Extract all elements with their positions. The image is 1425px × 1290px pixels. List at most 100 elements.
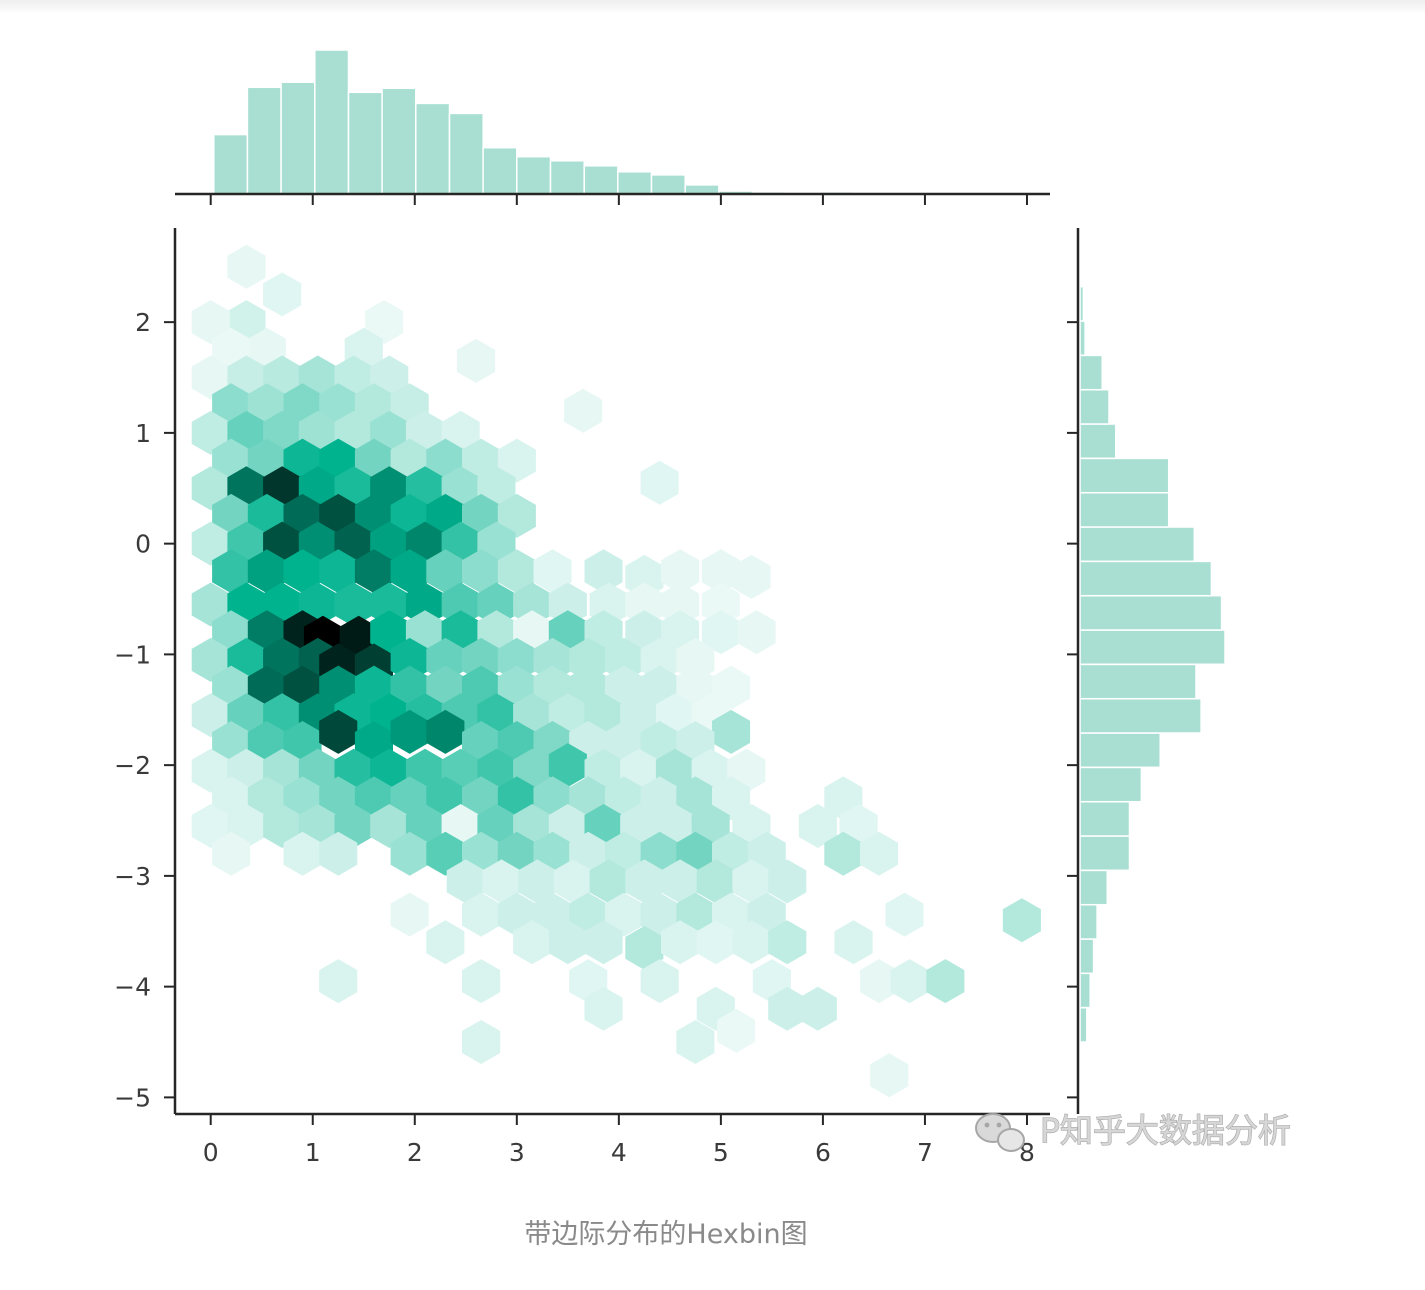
hexbin-cell-279: [584, 986, 623, 1031]
marginal-y-bar-1: [1079, 972, 1091, 1009]
marginal-x-bar-2: [280, 81, 316, 195]
hexbin-cell-127: [676, 637, 715, 682]
hexbin-cell-72: [283, 549, 322, 594]
hexbin-cell-237: [824, 831, 863, 876]
y-tick-label-4: −2: [114, 751, 151, 780]
hexbin-cell-269: [768, 920, 807, 965]
hexbin-cell-73: [319, 549, 358, 594]
watermark-text: P知乎大数据分析: [1040, 1111, 1291, 1150]
hexbin-cell-207: [263, 804, 302, 848]
hexbin-cell-91: [513, 582, 552, 627]
marginal-x-bar-11: [583, 165, 619, 195]
marginal-y-bar-0: [1079, 1006, 1088, 1043]
marginal-x-bar-13: [650, 174, 686, 195]
hexbin-cell-74: [354, 549, 393, 594]
page-top-shade: [0, 0, 1425, 14]
hexbin-cell-48: [640, 460, 679, 505]
hexbin-cell-88: [405, 582, 444, 627]
hexbin-cell-81: [701, 549, 740, 594]
hexbin-cell-76: [426, 549, 465, 594]
hexbin-cell-268: [732, 920, 771, 965]
x-tick-label-6: 6: [815, 1138, 831, 1167]
hexbin-cell-223: [212, 831, 251, 876]
hexbin-cell-122: [497, 637, 536, 682]
hexbin-cell-162: [319, 709, 358, 754]
hexbin-cell-173: [191, 748, 230, 793]
hexbin-cell-22: [191, 410, 230, 455]
marginal-y-histogram: [1079, 285, 1226, 1043]
hexbin-cell-38: [497, 438, 536, 483]
marginal-x-bar-3: [314, 49, 350, 195]
hexbin-cell-67: [584, 549, 623, 594]
hexbin-cell-165: [426, 709, 465, 754]
marginal-y-bar-16: [1079, 457, 1170, 494]
hexbin-cell-240: [482, 859, 521, 904]
marginal-y-bar-6: [1079, 800, 1131, 837]
marginal-y-bar-3: [1079, 903, 1098, 940]
marginal-x-bar-6: [415, 102, 451, 195]
hexbin-cell-203: [712, 776, 751, 821]
marginal-y-bar-12: [1079, 594, 1223, 631]
hexbin-cell-255: [640, 892, 679, 937]
hexbin-cell-21: [564, 388, 603, 433]
hexbin-cell-221: [798, 804, 837, 848]
hexbin-cell-244: [625, 859, 664, 904]
hexbin-cell-95: [661, 582, 700, 627]
y-tick-label-2: 0: [135, 530, 151, 559]
marginal-y-bar-5: [1079, 835, 1131, 872]
hexbin-cell-1: [263, 272, 302, 317]
axes-layer: [164, 192, 1080, 1125]
hexbin-cell-75: [390, 549, 429, 594]
marginal-x-bar-4: [347, 91, 383, 195]
hexbin-cell-226: [390, 831, 429, 876]
hexbin-cell-284: [676, 1020, 715, 1064]
wechat-logo-icon: [975, 1113, 1025, 1152]
hexbin-cell-58: [191, 521, 230, 566]
hexbin-cell-79: [533, 549, 572, 594]
hexbin-cell-277: [890, 959, 929, 1004]
y-tick-label-3: −1: [114, 640, 151, 669]
x-tick-label-1: 1: [305, 1138, 321, 1167]
marginal-y-bar-19: [1079, 354, 1103, 391]
figure-caption: 带边际分布的Hexbin图: [524, 1219, 808, 1250]
hexbin-cell-69: [732, 554, 771, 599]
hexbin-cell-158: [712, 709, 751, 754]
x-tick-label-7: 7: [917, 1138, 933, 1167]
marginal-y-bar-17: [1079, 423, 1117, 460]
hexbin-cell-242: [553, 859, 592, 904]
marginal-y-bar-4: [1079, 869, 1109, 906]
hexbin-cell-121: [462, 637, 501, 682]
hexbin-cell-225: [319, 831, 358, 876]
hexbin-cell-92: [548, 582, 587, 627]
hexbin-cell-246: [696, 859, 735, 904]
marginal-x-bar-9: [516, 155, 552, 195]
y-tick-label-1: 1: [135, 419, 151, 448]
hexbin-cell-210: [370, 804, 409, 848]
hexbin-cell-247: [732, 859, 771, 904]
hexbin-cell-283: [462, 1020, 501, 1064]
hexbin-cell-276: [860, 959, 899, 1004]
marginal-y-bar-14: [1079, 526, 1196, 563]
hexbin-cell-96: [701, 582, 740, 627]
hexbin-cell-278: [926, 959, 965, 1004]
hexbin-cell-270: [834, 920, 873, 965]
y-tick-label-5: −3: [114, 862, 151, 891]
marginal-y-bar-2: [1079, 938, 1095, 975]
hexbin-cell-238: [860, 831, 899, 876]
hexbin-cell-243: [589, 859, 628, 904]
marginal-y-bar-21: [1079, 285, 1085, 322]
hexbin-cell-260: [1002, 898, 1041, 943]
marginal-x-bar-14: [684, 184, 720, 195]
hexbin-cell-112: [737, 610, 776, 655]
hexbin-cell-245: [661, 859, 700, 904]
hexbin-cell-239: [446, 859, 485, 904]
marginal-x-bar-10: [549, 160, 585, 195]
hexbin-cell-272: [462, 959, 501, 1004]
marginal-x-bar-1: [246, 86, 282, 195]
hexbin-cell-249: [390, 892, 429, 937]
marginal-y-bar-18: [1079, 388, 1110, 425]
hexbin-cell-119: [390, 637, 429, 682]
hexbin-cell-113: [191, 637, 230, 682]
